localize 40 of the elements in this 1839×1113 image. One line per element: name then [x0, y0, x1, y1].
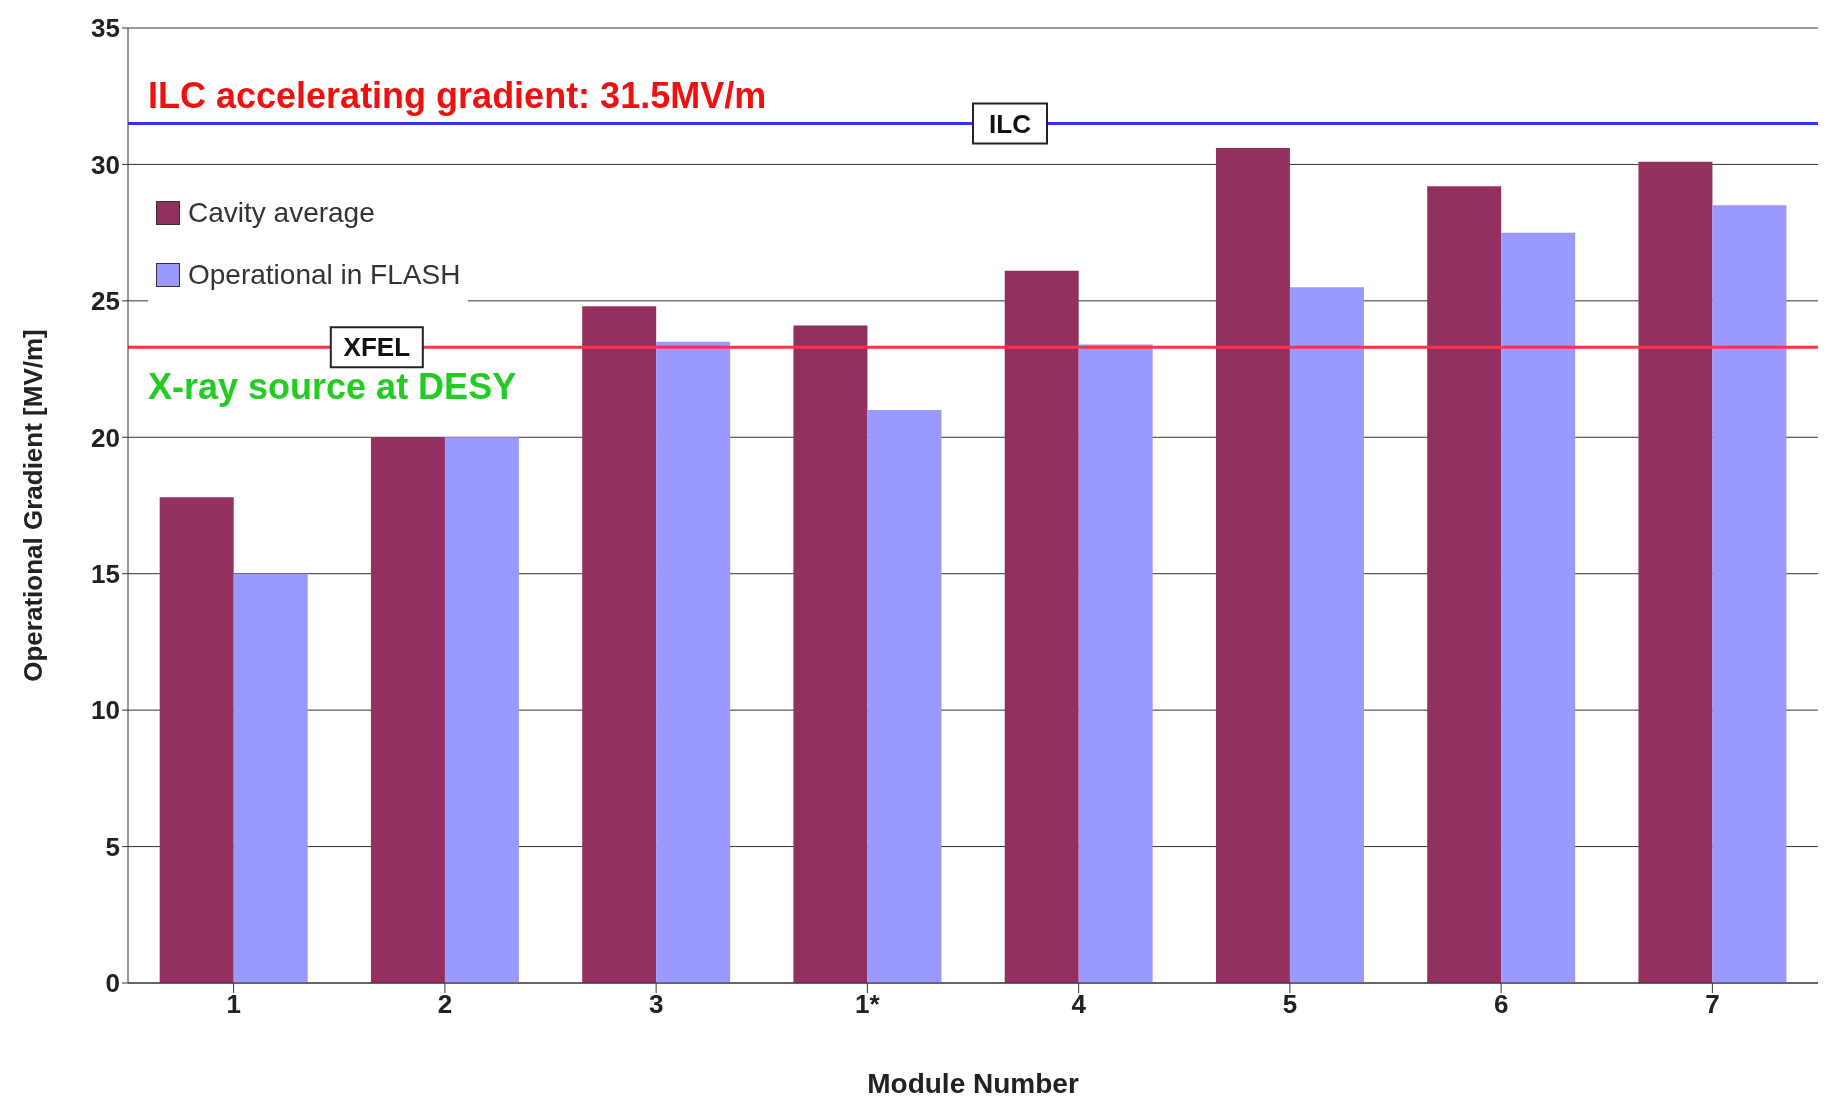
bar: [1712, 205, 1787, 983]
bar: [1427, 186, 1502, 983]
bar: [1501, 232, 1576, 983]
x-tick-label: 7: [1705, 989, 1720, 1020]
ref-line-label: XFEL: [343, 332, 411, 363]
bar: [1289, 287, 1364, 983]
x-tick-label: 5: [1282, 989, 1298, 1020]
y-tick-label: 5: [105, 831, 120, 862]
bar: [233, 573, 308, 983]
x-axis-title: Module Number: [867, 1068, 1079, 1099]
y-tick-label: 20: [91, 422, 120, 453]
x-tick-label: 1*: [855, 989, 881, 1020]
legend-label: Cavity average: [188, 197, 375, 229]
bar: [1004, 270, 1079, 983]
bar: [1638, 161, 1713, 983]
y-tick-label: 30: [91, 149, 120, 180]
bar: [444, 437, 519, 983]
x-tick-label: 1: [226, 989, 241, 1020]
y-tick-label: 0: [105, 968, 120, 999]
bar: [1078, 344, 1153, 983]
x-tick-label: 4: [1071, 989, 1087, 1020]
bar: [582, 306, 657, 983]
bar: [793, 325, 868, 983]
y-tick-label: 10: [91, 695, 120, 726]
bar: [370, 437, 445, 983]
annotation: ILC accelerating gradient: 31.5MV/m: [148, 74, 767, 116]
x-tick-label: 3: [648, 989, 664, 1020]
annotation: X-ray source at DESY: [148, 366, 517, 408]
x-tick-label: 6: [1493, 989, 1509, 1020]
bar: [656, 341, 731, 983]
y-axis-title: Operational Gradient [MV/m]: [18, 329, 49, 682]
bar: [867, 410, 942, 983]
ref-line-label: ILC: [989, 108, 1032, 139]
y-tick-label: 35: [91, 13, 120, 44]
bar: [159, 497, 234, 983]
y-tick-label: 15: [91, 558, 120, 589]
bar: [1215, 148, 1290, 983]
x-tick-label: 2: [437, 989, 453, 1020]
legend-label: Operational in FLASH: [188, 259, 461, 291]
y-tick-label: 25: [91, 286, 120, 317]
